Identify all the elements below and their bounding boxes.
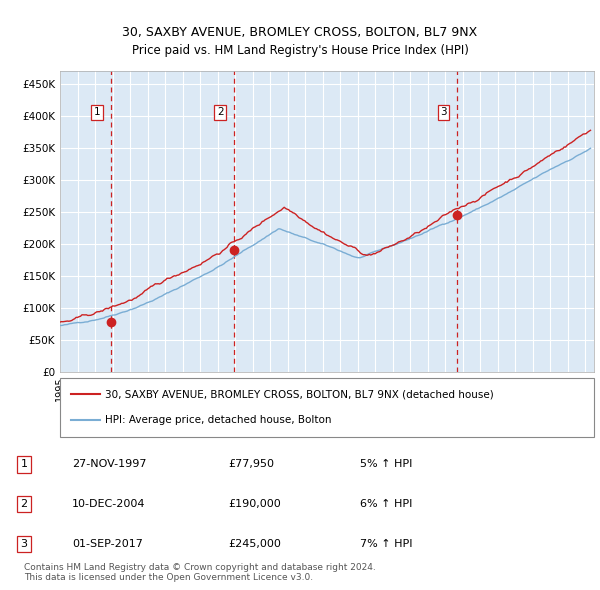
Text: 6% ↑ HPI: 6% ↑ HPI — [360, 499, 412, 509]
Text: 3: 3 — [20, 539, 28, 549]
Text: 5% ↑ HPI: 5% ↑ HPI — [360, 459, 412, 469]
Text: £190,000: £190,000 — [228, 499, 281, 509]
Text: 30, SAXBY AVENUE, BROMLEY CROSS, BOLTON, BL7 9NX: 30, SAXBY AVENUE, BROMLEY CROSS, BOLTON,… — [122, 26, 478, 39]
Text: 10-DEC-2004: 10-DEC-2004 — [72, 499, 146, 509]
FancyBboxPatch shape — [60, 378, 594, 437]
Text: 3: 3 — [440, 107, 447, 117]
Text: Contains HM Land Registry data © Crown copyright and database right 2024.
This d: Contains HM Land Registry data © Crown c… — [24, 563, 376, 582]
Text: 1: 1 — [20, 459, 28, 469]
Text: £77,950: £77,950 — [228, 459, 274, 469]
Text: HPI: Average price, detached house, Bolton: HPI: Average price, detached house, Bolt… — [106, 415, 332, 425]
Text: 2: 2 — [20, 499, 28, 509]
Text: 30, SAXBY AVENUE, BROMLEY CROSS, BOLTON, BL7 9NX (detached house): 30, SAXBY AVENUE, BROMLEY CROSS, BOLTON,… — [106, 389, 494, 399]
Text: 7% ↑ HPI: 7% ↑ HPI — [360, 539, 413, 549]
Text: 01-SEP-2017: 01-SEP-2017 — [72, 539, 143, 549]
Text: 1: 1 — [94, 107, 100, 117]
Text: Price paid vs. HM Land Registry's House Price Index (HPI): Price paid vs. HM Land Registry's House … — [131, 44, 469, 57]
Text: 27-NOV-1997: 27-NOV-1997 — [72, 459, 146, 469]
Text: 2: 2 — [217, 107, 224, 117]
Text: £245,000: £245,000 — [228, 539, 281, 549]
